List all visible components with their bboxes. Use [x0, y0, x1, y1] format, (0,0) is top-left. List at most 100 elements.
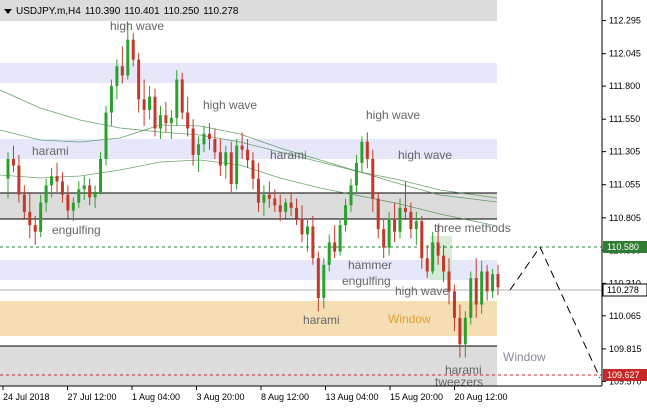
candle-body [425, 258, 429, 272]
candle-body [480, 271, 484, 305]
candle-body [99, 158, 103, 193]
annotation: engulfing [52, 223, 101, 237]
candle-body [175, 79, 179, 118]
candle-body [22, 194, 26, 212]
candle-body [463, 317, 467, 345]
annotation: high wave [398, 148, 452, 162]
candle-body [409, 211, 413, 230]
annotation: three methods [434, 221, 511, 235]
candle-body [169, 117, 173, 124]
close-value: 110.278 [203, 5, 239, 17]
candle-body [109, 86, 113, 113]
candle-body [295, 207, 299, 219]
candle-body [148, 96, 152, 110]
candle-body [28, 211, 32, 226]
lower-level-value: 109.627 [607, 370, 640, 380]
resistance-zone-3 [0, 260, 497, 280]
projection-line [539, 246, 601, 379]
projection-line [509, 246, 541, 291]
candle-body [496, 274, 500, 288]
candle-body [485, 271, 489, 292]
price-tick-label: 111.550 [609, 114, 640, 124]
low-value: 110.250 [163, 5, 200, 17]
candle-body [491, 274, 495, 292]
pattern-annotations: high wave harami engulfing high wave har… [32, 19, 546, 389]
candle-body [82, 185, 86, 190]
candle-body [262, 194, 266, 203]
candle-body [126, 39, 130, 76]
candle-body [436, 242, 440, 256]
candle-body [289, 202, 293, 208]
time-tick-label: 3 Aug 20:00 [197, 392, 245, 402]
time-tick-label: 8 Aug 12:00 [261, 392, 309, 402]
time-tick-label: 20 Aug 12:00 [455, 392, 508, 402]
candle-body [267, 194, 271, 199]
candle-body [333, 242, 337, 252]
candle-body [469, 278, 473, 318]
candle-body [218, 152, 222, 166]
candle-body [273, 198, 277, 206]
upper-level-value: 110.580 [607, 242, 639, 252]
lower-level-tag [603, 369, 647, 381]
candle-body [365, 141, 369, 159]
candle-body [387, 218, 391, 248]
time-axis-ticks: 24 Jul 2018 27 Jul 12:00 1 Aug 04:00 3 Aug … [2, 386, 508, 402]
price-tick-label: 111.800 [609, 81, 640, 91]
candle-body [104, 112, 108, 159]
resistance-zone-1 [0, 63, 497, 83]
candle-body [251, 160, 255, 179]
candle-body [115, 66, 119, 87]
open-value: 110.390 [84, 5, 121, 17]
time-tick-label: 27 Jul 12:00 [68, 392, 117, 402]
price-tick-label: 112.295 [609, 16, 641, 26]
candle-body [186, 112, 190, 129]
candle-body [338, 225, 342, 252]
candle-body [77, 189, 81, 203]
candle-body [131, 39, 135, 60]
candle-body [398, 207, 402, 232]
candle-body [197, 144, 201, 155]
candle-body [137, 59, 141, 100]
candle-body [153, 96, 157, 129]
candle-body [284, 202, 288, 212]
candle-body [60, 181, 64, 195]
candle-body [431, 242, 435, 272]
candle-body [403, 207, 407, 212]
candle-body [164, 115, 168, 124]
candle-body [354, 162, 358, 186]
candle-body [44, 185, 48, 203]
candle-body [224, 152, 228, 166]
annotation: hammer [348, 258, 392, 272]
price-tick-label: 111.305 [609, 147, 640, 157]
moving-average-mid [0, 124, 498, 203]
annotation: high wave [366, 108, 420, 122]
candle-body [202, 133, 206, 145]
dropdown-triangle-icon[interactable] [4, 8, 12, 14]
window-label: Window [388, 312, 431, 326]
candle-body [393, 218, 397, 232]
candle-body [360, 141, 364, 163]
candle-body [55, 176, 59, 182]
annotation: harami [445, 363, 482, 377]
candle-body [447, 271, 451, 292]
candle-body [11, 158, 15, 166]
time-tick-label: 1 Aug 04:00 [132, 392, 180, 402]
candle-body [120, 66, 124, 76]
candle-body [229, 152, 233, 185]
high-value: 110.401 [124, 5, 160, 17]
candle-body [376, 198, 380, 230]
candle-body [180, 79, 184, 113]
candle-body [349, 185, 353, 206]
moving-average-slow [0, 89, 498, 199]
candle-body [71, 202, 75, 211]
price-tick-label: 111.055 [609, 180, 640, 190]
candle-body [93, 192, 97, 198]
candle-body [50, 176, 54, 186]
price-tick-label: 109.570 [609, 376, 642, 386]
candle-body [213, 139, 217, 153]
current-price-value: 110.278 [607, 285, 639, 295]
chart-title-bar[interactable]: USDJPY.m,H4 110.390 110.401 110.250 110.… [4, 3, 242, 19]
candle-body [142, 99, 146, 110]
